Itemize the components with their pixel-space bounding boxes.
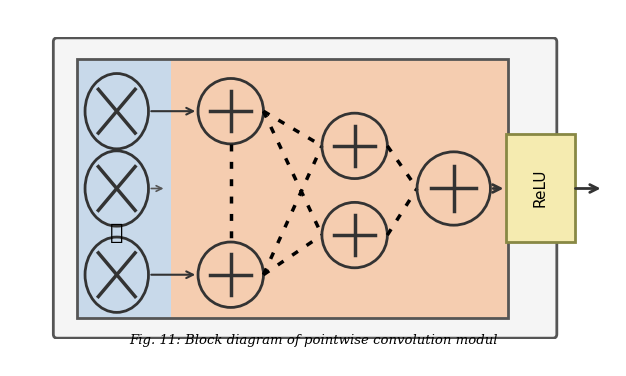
Text: Fig. 11: Block diagram of pointwise convolution modul: Fig. 11: Block diagram of pointwise conv… bbox=[129, 334, 497, 347]
FancyBboxPatch shape bbox=[103, 43, 497, 333]
Text: ⋮: ⋮ bbox=[110, 222, 123, 244]
FancyBboxPatch shape bbox=[113, 51, 507, 341]
Bar bbox=[77, 59, 508, 318]
FancyBboxPatch shape bbox=[506, 134, 575, 242]
Text: ReLU: ReLU bbox=[533, 169, 548, 207]
Bar bbox=[172, 59, 508, 318]
FancyBboxPatch shape bbox=[53, 38, 557, 338]
Bar bbox=[77, 59, 172, 318]
